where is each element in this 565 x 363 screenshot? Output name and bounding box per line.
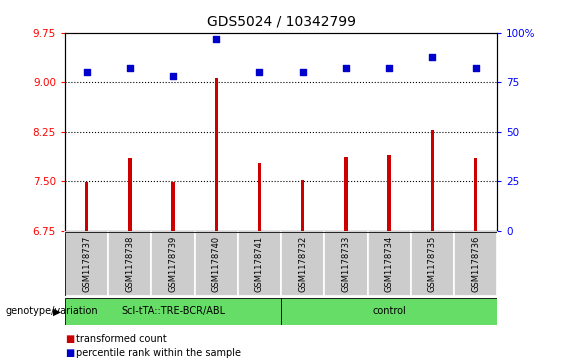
- Text: GSM1178736: GSM1178736: [471, 236, 480, 292]
- Point: [82, 69, 91, 75]
- Bar: [454, 232, 497, 296]
- Bar: [388, 155, 391, 231]
- Text: GSM1178737: GSM1178737: [82, 236, 91, 292]
- Bar: [215, 78, 218, 231]
- Bar: [85, 182, 88, 231]
- Text: Scl-tTA::TRE-BCR/ABL: Scl-tTA::TRE-BCR/ABL: [121, 306, 225, 316]
- Text: ■: ■: [65, 334, 74, 344]
- Point: [471, 65, 480, 70]
- Point: [298, 69, 307, 75]
- Text: GSM1178739: GSM1178739: [168, 236, 177, 292]
- Bar: [171, 182, 175, 231]
- Bar: [194, 232, 238, 296]
- Bar: [324, 232, 368, 296]
- Text: genotype/variation: genotype/variation: [6, 306, 98, 316]
- Point: [385, 65, 394, 70]
- Bar: [474, 158, 477, 231]
- Text: GSM1178735: GSM1178735: [428, 236, 437, 292]
- Point: [125, 65, 134, 70]
- Text: ▶: ▶: [53, 306, 61, 316]
- Point: [168, 73, 177, 78]
- Text: GSM1178733: GSM1178733: [341, 236, 350, 292]
- Bar: [281, 232, 324, 296]
- Bar: [281, 298, 497, 325]
- Point: [212, 36, 221, 42]
- Text: transformed count: transformed count: [76, 334, 167, 344]
- Title: GDS5024 / 10342799: GDS5024 / 10342799: [207, 15, 355, 29]
- Text: GSM1178740: GSM1178740: [212, 236, 221, 292]
- Bar: [431, 130, 434, 231]
- Text: GSM1178734: GSM1178734: [385, 236, 394, 292]
- Text: control: control: [372, 306, 406, 316]
- Point: [428, 54, 437, 60]
- Bar: [151, 232, 194, 296]
- Text: GSM1178732: GSM1178732: [298, 236, 307, 292]
- Bar: [65, 298, 281, 325]
- Text: GSM1178738: GSM1178738: [125, 236, 134, 292]
- Point: [255, 69, 264, 75]
- Text: percentile rank within the sample: percentile rank within the sample: [76, 348, 241, 358]
- Bar: [411, 232, 454, 296]
- Bar: [367, 232, 411, 296]
- Bar: [108, 232, 151, 296]
- Bar: [238, 232, 281, 296]
- Bar: [344, 157, 347, 231]
- Bar: [301, 180, 305, 231]
- Text: ■: ■: [65, 348, 74, 358]
- Text: GSM1178741: GSM1178741: [255, 236, 264, 292]
- Bar: [128, 158, 132, 231]
- Point: [341, 65, 350, 70]
- Bar: [258, 163, 261, 231]
- Bar: [65, 232, 108, 296]
